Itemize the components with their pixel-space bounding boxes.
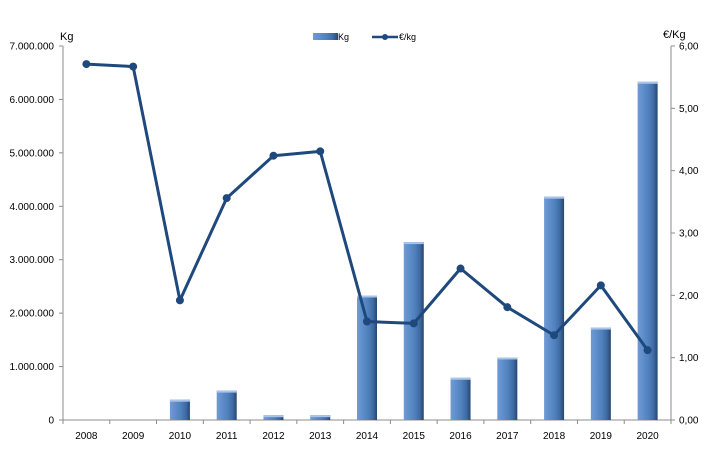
legend-item-line: €/kg (372, 32, 416, 42)
right-tick-label: 4,00 (679, 166, 699, 177)
x-tick-label: 2012 (262, 431, 285, 442)
bar-2015 (403, 242, 424, 420)
right-tick-label: 0,00 (679, 416, 699, 427)
right-axis-title: €/Kg (663, 29, 686, 41)
x-tick-label: 2016 (449, 431, 472, 442)
right-tick-label: 6,00 (679, 42, 699, 53)
left-tick-label: 0 (48, 416, 54, 427)
bar-top-highlight (590, 327, 611, 330)
bar-2010 (169, 399, 190, 420)
right-tick-label: 2,00 (679, 291, 699, 302)
x-tick-label: 2020 (636, 431, 659, 442)
bar-top-highlight (216, 390, 237, 393)
legend-line-marker (382, 34, 388, 40)
line-point-2017 (503, 303, 512, 312)
left-tick-label: 1.000.000 (10, 362, 55, 373)
bar-2020 (637, 81, 658, 420)
bar-top-highlight (357, 295, 377, 298)
left-tick-label: 5.000.000 (10, 148, 55, 159)
legend-bar-label: Kg (338, 32, 349, 42)
legend-bar-swatch (313, 33, 338, 40)
x-tick-label: 2011 (216, 431, 238, 442)
x-tick-label: 2017 (496, 431, 519, 442)
line-point-2012 (269, 151, 278, 160)
legend-item-bars: Kg (313, 32, 349, 42)
bar-top-highlight (450, 377, 471, 380)
bar-2013 (310, 415, 331, 420)
left-tick-label: 2.000.000 (10, 309, 55, 320)
bar-series (169, 81, 658, 420)
bar-2017 (497, 357, 518, 420)
bar-2018 (544, 196, 565, 420)
bar-top-highlight (263, 415, 284, 418)
x-axis-ticks: 2008 2009 2010 2011 2012 2013 2014 2015 2016 2017… (62, 420, 672, 442)
right-axis-ticks: 0,00 1,00 2,00 3,00 4,00 5,00 6,00 (671, 42, 699, 427)
left-axis-ticks: 0 1.000.000 2.000.000 3.000.000 4.000.000 5.0… (10, 42, 63, 427)
right-tick-label: 5,00 (679, 104, 699, 115)
bar-2016 (450, 377, 471, 420)
bar-top-highlight (497, 357, 518, 360)
bar-top-highlight (403, 242, 424, 245)
legend-line-label: €/kg (399, 32, 416, 42)
line-point-2019 (596, 281, 605, 290)
x-tick-label: 2009 (122, 431, 145, 442)
bar-2012 (263, 415, 284, 420)
line-point-2016 (456, 264, 465, 273)
left-tick-label: 6.000.000 (10, 95, 55, 106)
bar-2019 (590, 327, 611, 420)
line-series (82, 60, 652, 355)
bar-2014 (357, 295, 377, 420)
line-point-2015 (409, 319, 418, 328)
line-point-2014 (363, 317, 371, 326)
line-point-2018 (550, 331, 559, 340)
bar-top-highlight (544, 196, 565, 199)
bar-2011 (216, 390, 237, 420)
right-tick-label: 1,00 (679, 353, 699, 364)
line-point-2011 (222, 194, 231, 203)
x-tick-label: 2010 (169, 431, 192, 442)
bar-top-highlight (169, 399, 190, 402)
x-tick-label: 2014 (356, 431, 379, 442)
left-tick-label: 4.000.000 (10, 202, 55, 213)
legend: Kg €/kg (313, 32, 416, 42)
line-point-2013 (316, 147, 325, 156)
bar-top-highlight (310, 415, 331, 418)
left-axis-title: Kg (60, 31, 73, 43)
line-point-2020 (643, 346, 652, 355)
x-tick-label: 2013 (309, 431, 332, 442)
left-tick-label: 7.000.000 (10, 42, 55, 53)
bar-top-highlight (637, 81, 658, 84)
x-tick-label: 2019 (590, 431, 613, 442)
right-tick-label: 3,00 (679, 229, 699, 240)
line-point-2010 (175, 296, 184, 305)
line-point-2009 (129, 62, 138, 71)
x-tick-label: 2018 (543, 431, 566, 442)
x-tick-label: 2015 (403, 431, 426, 442)
line-point-2008 (82, 60, 91, 69)
left-tick-label: 3.000.000 (10, 255, 55, 266)
x-tick-label: 2008 (75, 431, 98, 442)
